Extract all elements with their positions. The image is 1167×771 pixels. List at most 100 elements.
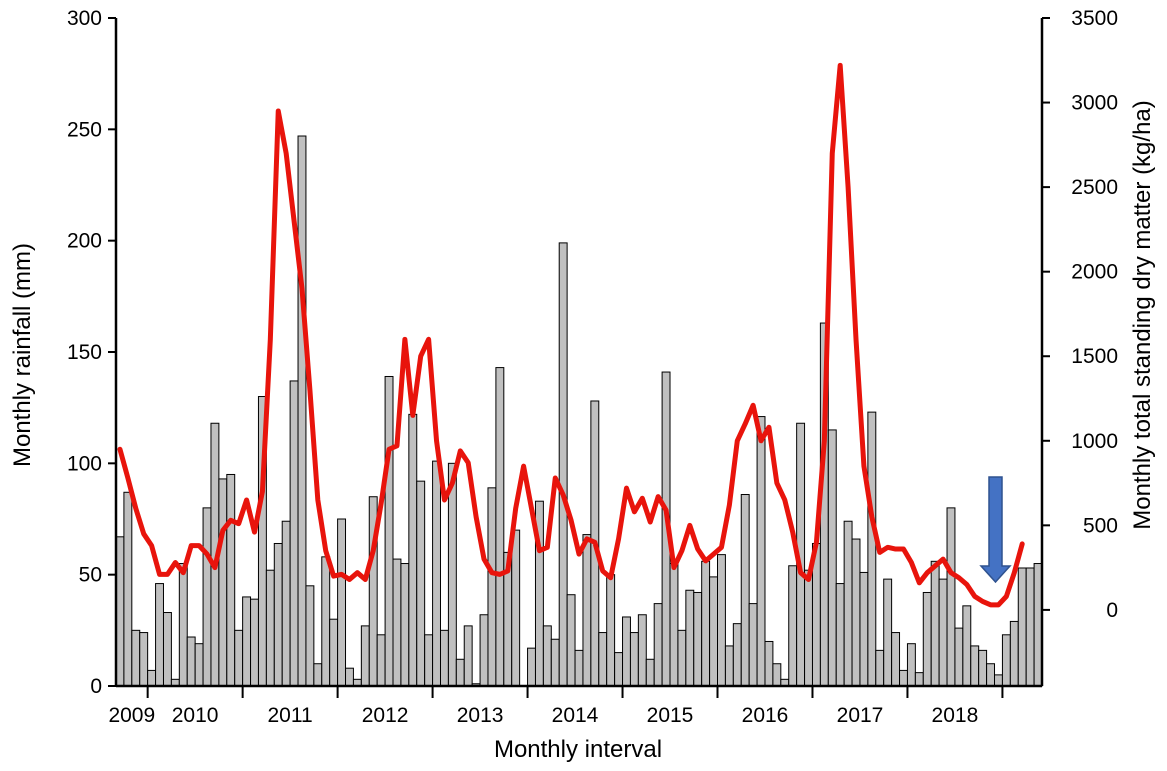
rainfall-bar [218,478,228,687]
rainfall-bar [542,625,552,687]
rainfall-bar [851,538,861,687]
y2-tick-label: 0 [1106,599,1118,622]
y2-tick-label: 1500 [1071,345,1118,368]
rainfall-bar [265,569,275,687]
rainfall-bar [629,632,639,687]
y2-tick-label: 2500 [1071,176,1118,199]
rainfall-bar [732,623,742,687]
rainfall-bar [487,487,497,687]
rainfall-bar [281,520,291,687]
rainfall-bar [178,563,188,687]
rainfall-bar [250,598,259,687]
rainfall-bar [527,647,536,687]
rainfall-bar [131,629,141,687]
rainfall-bar [614,652,624,687]
rainfall-bar [883,578,893,687]
rainfall-bar [843,520,853,687]
rainfall-bar [922,591,932,687]
rainfall-bar [408,413,418,687]
rainfall-bar [305,585,315,687]
rainfall-bar [313,663,323,687]
x-year-label: 2011 [268,704,313,727]
x-year-label: 2018 [932,704,979,727]
rainfall-bar [906,643,916,687]
y-tick-label: 200 [67,230,102,253]
rainfall-bar [756,416,766,687]
y-tick-label: 300 [67,7,102,30]
rainfall-bar [740,494,750,687]
rainfall-bar [764,640,774,687]
rainfall-bar [748,603,758,687]
rainfall-bar [226,473,236,687]
rainfall-bar [701,560,711,687]
rainfall-bar [455,658,465,687]
rainfall-bar [162,612,172,687]
y-axis-title: Monthly rainfall (mm) [9,243,36,467]
rainfall-bar [598,632,608,687]
rainfall-bar [859,571,869,687]
rainfall-bar [914,672,924,687]
rainfall-bar [463,625,473,687]
rainfall-bar [147,669,157,687]
rainfall-bar [289,380,299,687]
rainfall-bar [677,629,687,687]
rainfall-bar [376,634,386,687]
rainfall-bar [123,491,133,687]
rainfall-bar [827,429,837,687]
y-tick-label: 50 [79,564,102,587]
x-axis-title: Monthly interval [494,736,662,763]
rainfall-bar [186,636,196,687]
rainfall-bar [899,669,908,687]
rainfall-bar [645,658,655,687]
rainfall-bar [384,375,394,687]
rainfall-bar [416,480,426,687]
rainfall-bar [582,534,592,687]
rainfall-bar [345,667,354,687]
y-tick-label: 0 [90,675,102,698]
rainfall-bar [946,507,956,687]
rainfall-bar [479,614,489,687]
rainfall-bar [875,649,885,687]
rainfall-bar [709,576,719,687]
rainfall-bar [337,518,347,687]
arrow-layer [979,476,1012,584]
y-tick-label: 100 [67,452,102,475]
rainfall-bar [693,591,703,687]
rainfall-bar [194,643,204,687]
rainfall-bar [242,596,252,687]
rainfall-bar [432,460,441,687]
rainfall-bar [962,605,972,687]
y-tick-label: 250 [67,118,102,141]
rainfall-bar [867,411,877,687]
x-year-label: 2015 [647,704,694,727]
x-year-label: 2013 [457,704,504,727]
rainfall-bar [717,554,726,687]
y-tick-label: 150 [67,341,102,364]
tick-labels: 0501001502002503000500100015002000250030… [67,7,1118,727]
rainfall-bar [653,603,663,687]
rainfall-bar [202,507,212,687]
dry-matter-line-layer [117,62,1025,608]
rainfall-bar [986,663,996,687]
rainfall-bar [772,663,782,687]
x-year-label: 2009 [108,704,155,727]
x-year-label: 2014 [552,704,599,727]
rainfall-bar [606,574,616,687]
rainfall-bar [234,629,244,687]
rainfall-bar [392,558,402,687]
down-arrow-icon [979,476,1012,584]
rainfall-bar [566,594,576,687]
rainfall-bar [273,542,283,687]
axes [108,17,1050,698]
rainfall-bar [1025,567,1035,687]
dry-matter-line [117,62,1025,608]
rainfall-bars [115,135,1043,687]
rainfall-bar [669,563,679,687]
rainfall-bar [891,632,901,687]
rainfall-bar [637,614,647,687]
rainfall-bar [574,649,584,687]
y2-tick-label: 500 [1083,514,1118,537]
x-year-label: 2017 [837,704,884,727]
rainfall-bar [788,565,798,687]
